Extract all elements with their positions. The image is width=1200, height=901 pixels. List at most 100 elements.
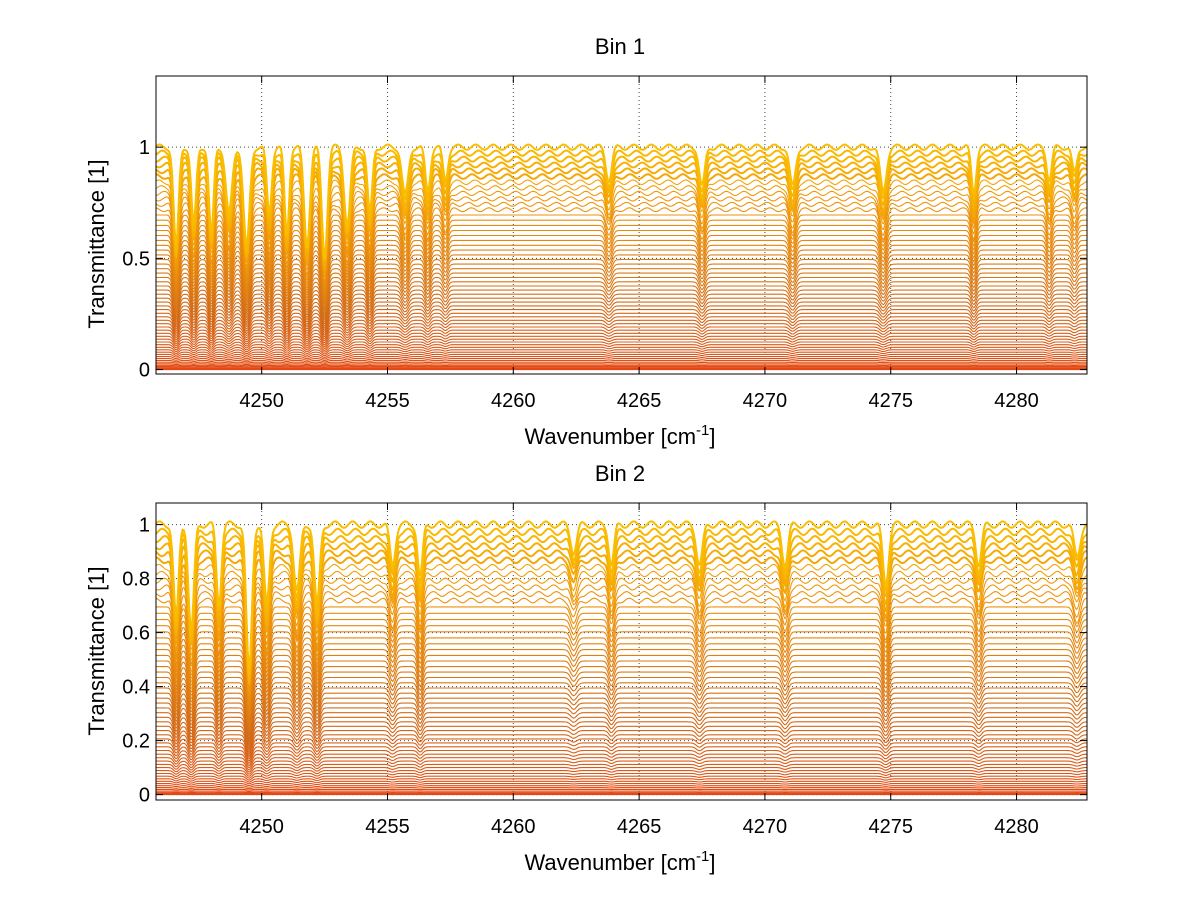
series-line xyxy=(156,326,1087,340)
series-line xyxy=(156,349,1087,355)
series-line xyxy=(156,772,1087,779)
x-tick-label: 4260 xyxy=(491,816,536,838)
series-line xyxy=(156,346,1087,353)
x-tick-label: 4265 xyxy=(617,816,662,838)
series-line xyxy=(156,742,1087,760)
series-line xyxy=(156,692,1087,735)
series-line xyxy=(156,289,1087,319)
series-line xyxy=(156,363,1087,366)
series-line xyxy=(156,702,1087,740)
series-line xyxy=(156,329,1087,342)
series-line xyxy=(156,570,1087,685)
series-line xyxy=(156,763,1087,773)
series-line xyxy=(156,749,1087,765)
series-line xyxy=(156,767,1087,775)
y-tick-label: 1 xyxy=(139,515,150,537)
series-line xyxy=(156,364,1087,367)
plot-frame xyxy=(155,502,1088,801)
series-line xyxy=(156,344,1087,351)
series-line xyxy=(156,666,1087,721)
x-tick-label: 4250 xyxy=(239,816,284,838)
series-line xyxy=(156,293,1087,321)
series-line xyxy=(156,316,1087,334)
series-line xyxy=(156,775,1087,781)
series-line xyxy=(156,612,1087,701)
series-line xyxy=(156,697,1087,738)
series-line xyxy=(156,285,1087,317)
x-axis-label-sup: -1 xyxy=(696,848,709,865)
y-tick-label: 0.2 xyxy=(122,731,150,753)
series-line xyxy=(156,676,1087,726)
series-line xyxy=(156,606,1087,698)
series-line xyxy=(156,305,1087,328)
y-axis-label: Transmittance [1] xyxy=(84,566,109,735)
series-line xyxy=(156,721,1087,749)
x-axis-label-main: Wavenumber [cm xyxy=(524,850,696,875)
x-tick-label: 4250 xyxy=(239,390,284,412)
series-line xyxy=(156,258,1087,304)
series-line xyxy=(156,563,1087,684)
series-line xyxy=(156,682,1087,731)
series-line xyxy=(156,597,1087,698)
series-line xyxy=(156,281,1087,315)
series-line xyxy=(156,335,1087,346)
x-axis-label-end: ] xyxy=(709,850,715,875)
series-line xyxy=(156,725,1087,751)
series-line xyxy=(156,738,1087,758)
y-tick-label: 1 xyxy=(139,137,150,159)
series-line xyxy=(156,323,1087,338)
series-line xyxy=(156,734,1087,756)
x-tick-label: 4275 xyxy=(868,816,913,838)
series-line xyxy=(156,687,1087,733)
x-tick-label: 4270 xyxy=(743,816,788,838)
series-line xyxy=(156,219,1087,285)
series-line xyxy=(156,556,1087,685)
series-line xyxy=(156,780,1087,785)
series-line xyxy=(156,276,1087,313)
x-tick-label: 4260 xyxy=(491,390,536,412)
panel-bin-2: Bin 2 Transmittance [1] Wavenumber [cm-1… xyxy=(84,461,1088,875)
series-line xyxy=(156,757,1087,769)
x-tick-label: 4265 xyxy=(617,390,662,412)
series-line xyxy=(156,332,1087,344)
x-axis-label-sup: -1 xyxy=(696,422,709,439)
series-line xyxy=(156,297,1087,324)
series-line xyxy=(156,358,1087,362)
series-line xyxy=(156,309,1087,330)
series-line xyxy=(156,770,1087,777)
series-line xyxy=(156,707,1087,742)
series-line xyxy=(156,244,1087,298)
series-line xyxy=(156,356,1087,360)
series-line xyxy=(156,778,1087,783)
series-line xyxy=(156,654,1087,717)
series-group xyxy=(156,143,1087,371)
series-line xyxy=(156,361,1087,364)
x-tick-label: 4255 xyxy=(365,816,410,838)
plot-title: Bin 1 xyxy=(595,34,645,59)
plot-frame xyxy=(155,75,1088,375)
series-line xyxy=(156,301,1087,326)
series-line xyxy=(156,787,1087,790)
series-line xyxy=(156,643,1087,712)
series-line xyxy=(156,584,1087,693)
x-axis-label: Wavenumber [cm-1] xyxy=(524,848,715,875)
series-line xyxy=(156,671,1087,724)
series-line xyxy=(156,746,1087,762)
series-line xyxy=(156,527,1087,673)
y-tick-label: 0.8 xyxy=(122,569,150,591)
series-line xyxy=(156,207,1087,282)
x-axis-label: Wavenumber [cm-1] xyxy=(524,422,715,449)
series-line xyxy=(156,272,1087,311)
series-line xyxy=(156,577,1087,689)
plot-title: Bin 2 xyxy=(595,461,645,486)
y-tick-label: 0 xyxy=(139,785,150,807)
series-line xyxy=(156,312,1087,332)
x-tick-label: 4270 xyxy=(743,390,788,412)
panel-bin-1: Bin 1 Transmittance [1] Wavenumber [cm-1… xyxy=(84,34,1088,449)
series-line xyxy=(156,239,1087,296)
y-tick-label: 0.4 xyxy=(122,677,150,699)
y-tick-label: 0.5 xyxy=(122,248,150,270)
series-line xyxy=(156,619,1087,703)
